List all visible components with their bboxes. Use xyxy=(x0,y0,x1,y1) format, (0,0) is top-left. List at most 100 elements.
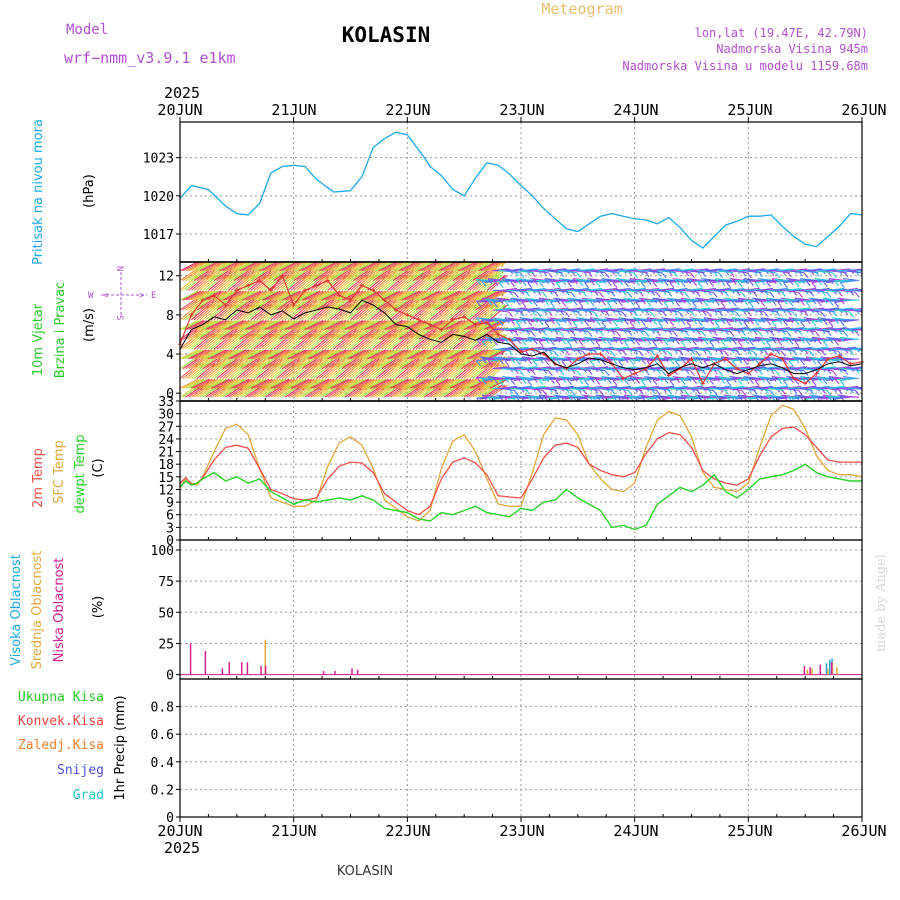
wind-barb-flag xyxy=(570,389,576,396)
compass-n: N xyxy=(114,266,124,271)
wind-barb-flag xyxy=(714,278,720,284)
wind-barb-flag xyxy=(709,357,715,364)
wind-barb-flag xyxy=(794,394,800,401)
wind-barb-flag xyxy=(487,376,493,382)
wind-barb xyxy=(347,378,366,389)
wind-barb xyxy=(353,378,372,389)
wind-barb-flag xyxy=(578,398,582,401)
wind-barb xyxy=(498,387,515,391)
wind-barb xyxy=(355,262,375,272)
wind-barb xyxy=(284,262,304,272)
wind-barb-flag xyxy=(646,279,652,285)
wind-barb xyxy=(239,262,258,272)
wind-barb xyxy=(180,290,199,301)
wind-barb-flag xyxy=(544,299,550,306)
wind-barb xyxy=(736,307,754,311)
wind-barb xyxy=(441,262,460,272)
wind-barb xyxy=(762,309,779,313)
wind-barb xyxy=(458,378,477,389)
wind-barb xyxy=(762,366,779,370)
wind-barb xyxy=(480,304,500,321)
wind-barb xyxy=(816,270,833,274)
wind-barb-flag xyxy=(652,379,658,385)
wind-barb-flag xyxy=(550,280,555,286)
wind-barb xyxy=(256,262,275,272)
wind-barb xyxy=(185,262,204,272)
wind-barb-flag xyxy=(604,370,610,377)
wind-barb-flag xyxy=(686,299,692,306)
precip-conv-label: Konvek.Kisa xyxy=(18,714,104,729)
wind-barb xyxy=(338,262,358,272)
wind-barb xyxy=(327,384,347,398)
wind-barb xyxy=(367,262,386,272)
wind-barb xyxy=(827,328,844,333)
wind-barb xyxy=(463,320,483,331)
wind-barb xyxy=(404,262,423,272)
wind-barb xyxy=(680,348,697,352)
wind-barb xyxy=(569,289,586,293)
wind-barb xyxy=(364,349,383,360)
wind-barb xyxy=(756,328,773,333)
wind-barb xyxy=(455,349,474,360)
wind-barb xyxy=(213,320,233,331)
wind-barb-flag xyxy=(766,357,771,364)
wind-barb xyxy=(276,378,295,389)
wind-barb xyxy=(370,349,389,360)
wind-barb xyxy=(313,262,332,272)
wind-barb xyxy=(435,349,454,360)
precip-frozen-label: Zaledj.Kisa xyxy=(18,738,104,753)
elevation-text: Nadmorska Visina 945m xyxy=(716,42,868,56)
wind-barb xyxy=(372,320,392,331)
wind-barb xyxy=(680,307,697,311)
wind-barb-flag xyxy=(678,311,684,318)
wind-barb xyxy=(452,290,472,301)
wind-barb xyxy=(304,378,324,389)
wind-barb xyxy=(426,320,446,331)
wind-barb xyxy=(270,384,290,398)
wind-barb-flag xyxy=(697,282,703,288)
wind-barb-flag xyxy=(692,280,697,286)
wind-barb xyxy=(404,290,423,301)
wind-barb xyxy=(526,387,543,391)
wind-barb xyxy=(296,320,315,331)
wind-barb xyxy=(793,307,810,311)
wind-barb xyxy=(705,366,722,370)
wind-barb xyxy=(336,320,355,331)
wind-barb-flag xyxy=(826,292,832,298)
wind-barb xyxy=(594,307,611,311)
wind-barb-flag xyxy=(771,359,777,366)
wind-barb xyxy=(691,309,708,313)
wind-barb xyxy=(736,348,754,352)
wind-barb xyxy=(250,378,270,389)
wind-barb-flag xyxy=(521,280,527,286)
wind-barb xyxy=(535,309,552,313)
wind-barb xyxy=(361,320,381,331)
wind-barb xyxy=(478,262,497,272)
wind-barb xyxy=(466,262,486,272)
wind-barb xyxy=(321,262,341,272)
wind-barb-flag xyxy=(604,272,610,279)
wind-barb xyxy=(270,290,290,301)
wind-barb-flag xyxy=(606,301,612,308)
top-axis-label: 20JUN xyxy=(157,101,202,119)
wind-barb-flag xyxy=(498,282,504,288)
wind-barb xyxy=(321,384,341,398)
wind-barb xyxy=(395,349,415,360)
wind-barb xyxy=(287,378,307,389)
wind-barb xyxy=(210,384,230,398)
wind-barb xyxy=(247,320,267,331)
wind-barb xyxy=(310,349,329,360)
wind-barb xyxy=(503,326,521,331)
wind-barb-flag xyxy=(599,389,604,396)
wind-barb xyxy=(230,290,250,301)
wind-barb xyxy=(293,290,312,301)
wind-barb-flag xyxy=(783,380,788,386)
wind-barb xyxy=(208,378,227,389)
wind-barb-flag xyxy=(521,398,525,401)
wind-barb-flag xyxy=(544,321,550,328)
wind-barb xyxy=(350,349,369,360)
wind-barb xyxy=(301,378,321,389)
station-title: KOLASIN xyxy=(342,23,431,47)
wind-barb xyxy=(742,385,759,389)
wind-barb-flag xyxy=(692,301,697,308)
